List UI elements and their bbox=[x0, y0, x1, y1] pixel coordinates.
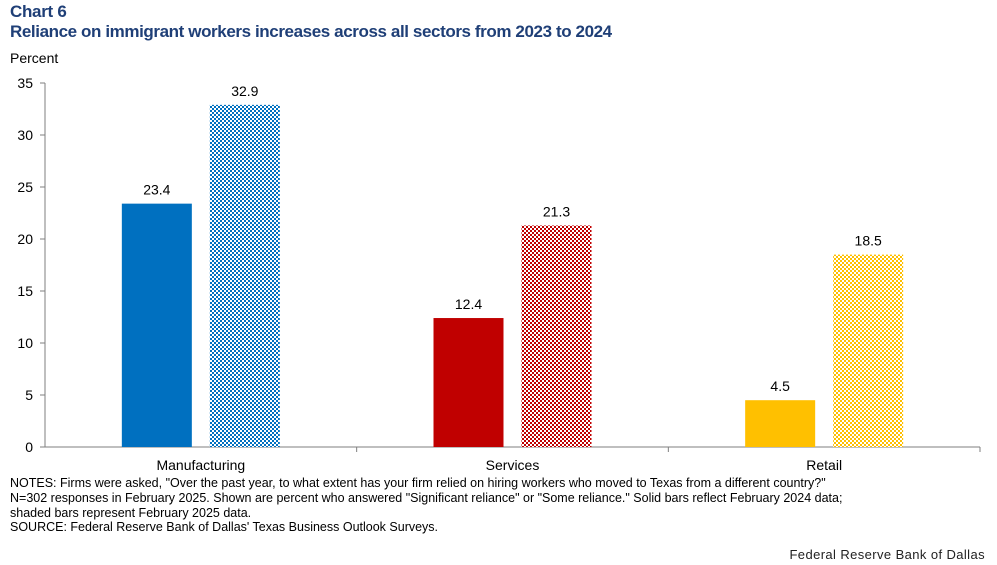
data-labels: 23.4 32.9 12.4 21.3 4.5 18.5 bbox=[143, 83, 882, 394]
chart-title: Reliance on immigrant workers increases … bbox=[10, 22, 612, 41]
y-tick-label: 10 bbox=[17, 335, 33, 351]
bar-services-shaded bbox=[521, 225, 592, 447]
x-tick-label: Retail bbox=[806, 457, 842, 473]
notes-line-1: NOTES: Firms were asked, "Over the past … bbox=[10, 476, 826, 490]
y-tick-label: 5 bbox=[25, 387, 33, 403]
data-label: 23.4 bbox=[143, 182, 170, 198]
data-label: 4.5 bbox=[770, 378, 790, 394]
y-tick-label: 20 bbox=[17, 231, 33, 247]
bar-chart: 0 5 10 15 20 25 30 35 Manufacturing Services Retai… bbox=[17, 75, 981, 473]
credit: Federal Reserve Bank of Dallas bbox=[789, 547, 985, 562]
y-axis-label: Percent bbox=[10, 50, 59, 66]
notes: NOTES: Firms were asked, "Over the past … bbox=[10, 476, 990, 535]
x-tick-label: Manufacturing bbox=[156, 457, 245, 473]
notes-line-3: shaded bars represent February 2025 data… bbox=[10, 505, 252, 520]
source-line: SOURCE: Federal Reserve Bank of Dallas' … bbox=[10, 520, 439, 535]
bars bbox=[121, 104, 904, 447]
y-tick-label: 35 bbox=[17, 75, 33, 91]
bar-manufacturing-solid bbox=[121, 203, 192, 447]
y-tick-label: 30 bbox=[17, 127, 33, 143]
bar-retail-solid bbox=[745, 400, 816, 447]
notes-line-2: N=302 responses in February 2025. Shown … bbox=[10, 490, 843, 505]
bar-manufacturing-shaded bbox=[209, 104, 280, 447]
y-tick-label: 25 bbox=[17, 179, 33, 195]
data-label: 18.5 bbox=[855, 233, 882, 249]
chart-label: Chart 6 bbox=[10, 2, 67, 21]
y-tick-label: 15 bbox=[17, 283, 33, 299]
data-label: 21.3 bbox=[543, 203, 570, 219]
bar-retail-shaded bbox=[833, 254, 904, 447]
data-label: 32.9 bbox=[231, 83, 258, 99]
x-tick-label: Services bbox=[486, 457, 540, 473]
bar-services-solid bbox=[433, 318, 504, 447]
y-tick-label: 0 bbox=[25, 439, 33, 455]
axes: 0 5 10 15 20 25 30 35 Manufacturing Services Retai… bbox=[17, 75, 981, 473]
data-label: 12.4 bbox=[455, 296, 482, 312]
